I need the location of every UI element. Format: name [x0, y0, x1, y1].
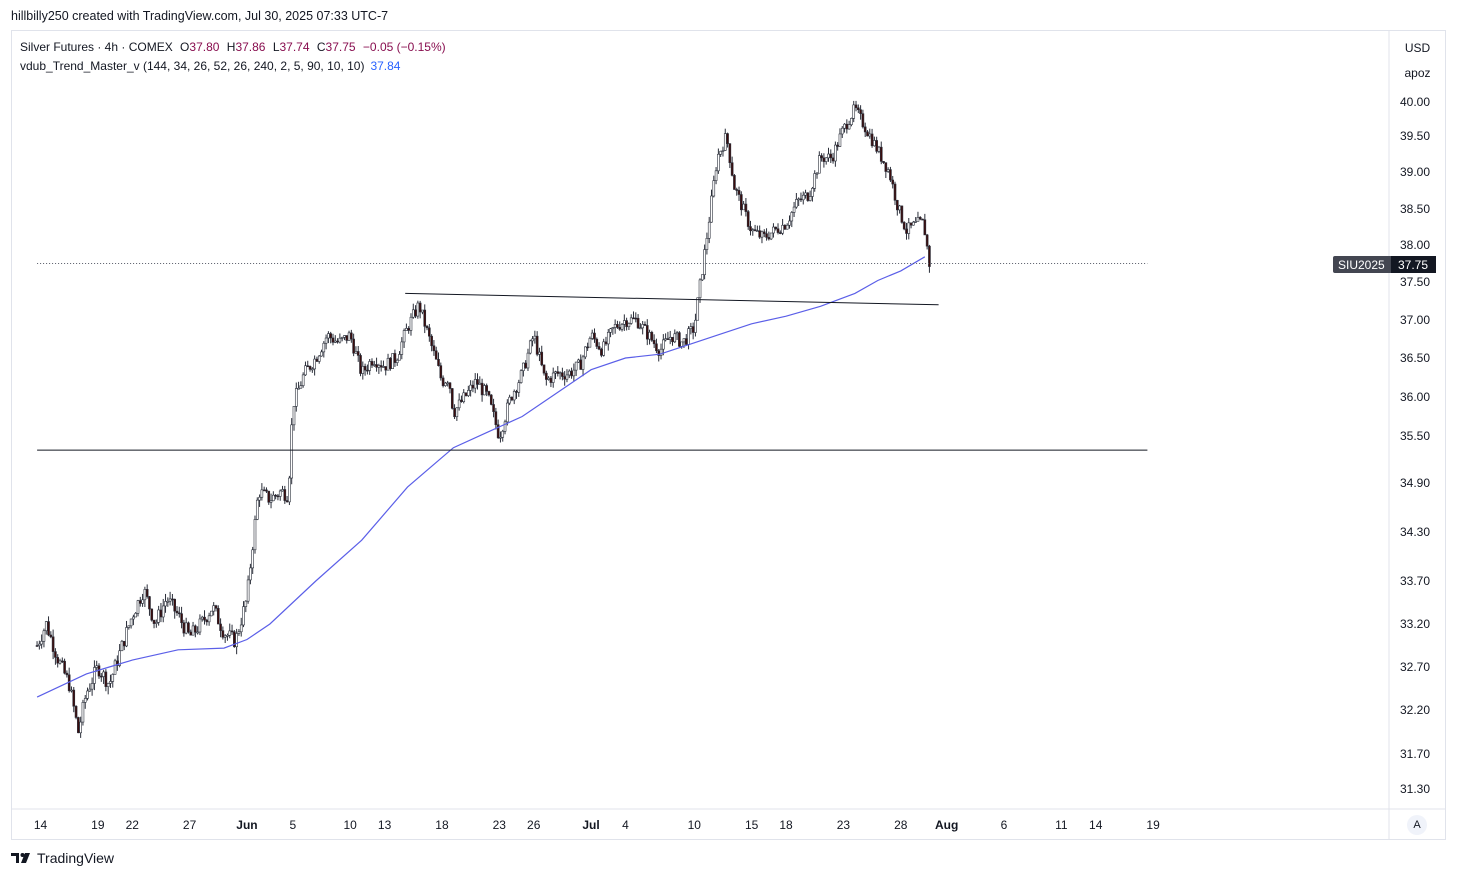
- legend-high: H37.86: [226, 40, 266, 54]
- tradingview-logo-icon: [11, 853, 30, 863]
- legend-ohlc: Silver Futures · 4h · COMEX O37.80 H37.8…: [20, 40, 450, 54]
- legend-change: −0.05 (−0.15%): [362, 40, 446, 54]
- auto-scale-button[interactable]: A: [1407, 815, 1427, 835]
- legend-low: L37.74: [272, 40, 310, 54]
- scale-mode-label[interactable]: apoz: [1404, 66, 1431, 80]
- tradingview-logo: TradingView: [11, 850, 114, 866]
- legend-symbol: Silver Futures · 4h · COMEX: [20, 40, 173, 54]
- top-caption: hillbilly250 created with TradingView.co…: [11, 9, 389, 23]
- chart-frame[interactable]: [11, 30, 1446, 840]
- tradingview-brand: TradingView: [37, 850, 115, 866]
- indicator-value: 37.84: [370, 59, 401, 73]
- legend-close: C37.75: [316, 40, 356, 54]
- currency-label[interactable]: USD: [1404, 41, 1431, 55]
- legend-open: O37.80: [180, 40, 220, 54]
- legend-indicator[interactable]: vdub_Trend_Master_v (144, 34, 26, 52, 26…: [20, 59, 400, 73]
- indicator-name: vdub_Trend_Master_v (144, 34, 26, 52, 26…: [20, 59, 365, 73]
